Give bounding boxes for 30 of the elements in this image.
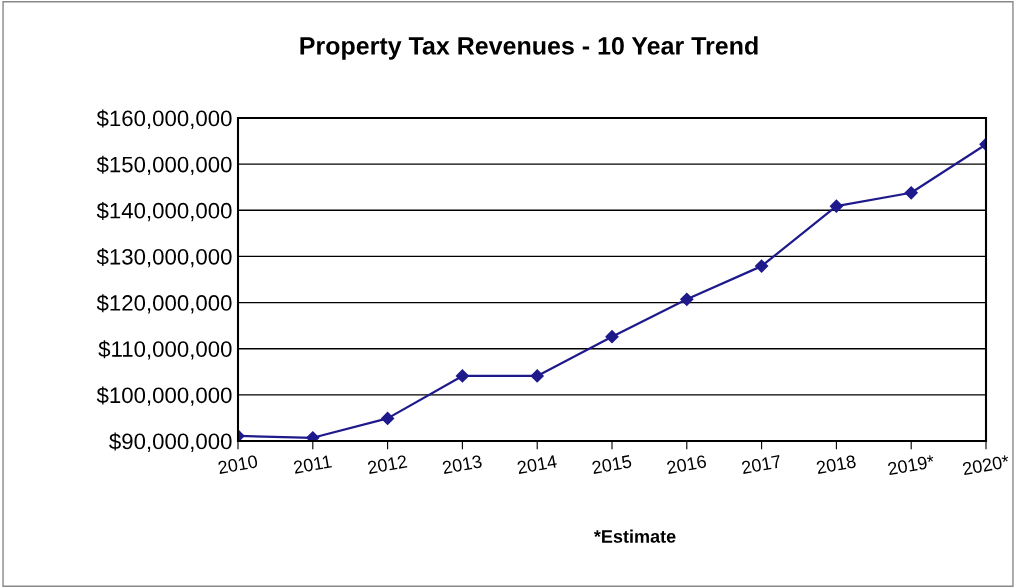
x-tick-label: 2018 bbox=[816, 454, 857, 475]
x-tick-label: 2019* bbox=[887, 454, 935, 476]
point bbox=[904, 186, 918, 200]
point bbox=[755, 259, 769, 273]
x-tick-label: 2020* bbox=[962, 454, 1010, 476]
point bbox=[455, 369, 469, 383]
text: *Estimate bbox=[593, 529, 676, 543]
y-tick-label: $120,000,000 bbox=[96, 294, 232, 314]
point bbox=[306, 431, 320, 441]
point bbox=[829, 199, 843, 213]
x-tick-label: 2012 bbox=[367, 454, 408, 475]
y-tick-label: $90,000,000 bbox=[109, 432, 232, 452]
x-tick-label: 2016 bbox=[666, 454, 707, 475]
y-tick-label: $150,000,000 bbox=[96, 155, 232, 176]
y-tick-label: $110,000,000 bbox=[98, 340, 232, 360]
y-tick-label: $160,000,000 bbox=[96, 109, 232, 129]
y-tick-label: $130,000,000 bbox=[96, 248, 232, 268]
point bbox=[680, 292, 694, 306]
x-tick-label: 2010 bbox=[217, 454, 258, 475]
point bbox=[381, 411, 395, 425]
x-tick-label: 2017 bbox=[741, 454, 782, 475]
chart-title: Property Tax Revenues - 10 Year Trend bbox=[300, 36, 758, 60]
y-tick-label: $140,000,000 bbox=[96, 201, 232, 222]
y-tick-label: $100,000,000 bbox=[96, 386, 232, 406]
x-tick-label: 2011 bbox=[293, 454, 332, 474]
x-tick-label: 2013 bbox=[442, 454, 483, 475]
point bbox=[530, 369, 544, 383]
x-tick-label: 2015 bbox=[591, 454, 632, 475]
x-tick-label: 2014 bbox=[516, 454, 558, 475]
point bbox=[605, 330, 619, 344]
